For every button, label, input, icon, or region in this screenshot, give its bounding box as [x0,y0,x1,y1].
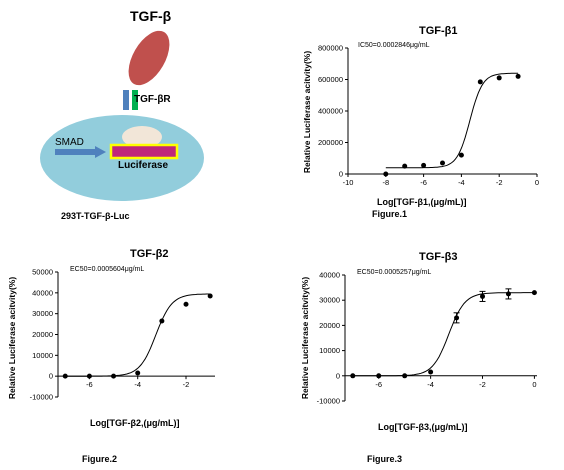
x-tick-label: -10 [343,178,354,187]
y-tick-label: 0 [339,170,343,179]
chart-title: TGF-β1 [419,25,458,37]
x-tick-label: 0 [535,178,539,187]
figure-label: Figure.2 [82,454,118,464]
y-tick-label: 20000 [319,321,340,330]
data-point [402,163,408,169]
y-tick-label: 10000 [32,351,53,360]
y-tick-label: 600000 [318,75,343,84]
data-point [159,318,165,324]
y-tick-label: 30000 [32,309,53,318]
y-tick-label: 10000 [319,346,340,355]
data-point [454,315,460,321]
y-tick-label: -10000 [317,397,340,406]
x-tick-label: -6 [420,178,427,187]
x-tick-label: -2 [183,380,190,389]
x-tick-label: -2 [496,178,503,187]
data-point [421,162,427,168]
x-tick-label: -2 [479,380,486,389]
nucleus [122,126,162,148]
receptor-label: TGF-βR [134,94,171,105]
data-point [480,293,486,299]
x-tick-label: 0 [532,380,536,389]
ligand [128,30,170,86]
y-tick-label: 40000 [319,271,340,280]
data-point [531,290,537,296]
data-point [350,373,356,379]
luciferase-label: Luciferase [118,160,169,171]
y-tick-label: 200000 [318,138,343,147]
data-point [207,293,213,299]
data-point [458,152,464,158]
data-point [86,373,92,379]
x-axis-label: Log[TGF-β3,(μg/mL)] [378,422,468,432]
data-point [111,373,117,379]
x-axis-label: Log[TGF-β1,(μg/mL)] [377,197,467,207]
data-point [62,373,68,379]
x-tick-label: -4 [458,178,465,187]
x-tick-label: -4 [134,380,141,389]
y-tick-label: 40000 [32,288,53,297]
data-point [383,171,389,177]
y-tick-label: 800000 [318,44,343,53]
y-tick-label: 50000 [32,268,53,277]
y-tick-label: 30000 [319,296,340,305]
x-tick-label: -6 [375,380,382,389]
luciferase-box [109,143,179,160]
chart-annotation: EC50=0.0005604μg/mL [70,266,145,273]
figure-label: Figure.1 [372,209,408,219]
fit-curve [352,292,535,377]
receptor-a [123,90,129,110]
data-point [183,301,189,307]
chart-title: TGF-β2 [130,248,169,260]
data-point [477,79,483,85]
y-tick-label: -10000 [30,393,53,402]
y-tick-label: 0 [49,372,53,381]
smad-arrow-head [95,146,106,158]
receptor-b [132,90,138,110]
fit-curve [385,72,519,169]
data-point [496,75,502,81]
schematic-title: TGF-β [130,8,172,24]
x-tick-label: -6 [86,380,93,389]
y-tick-label: 20000 [32,330,53,339]
data-point [440,160,445,166]
cell-line-label: 293T-TGF-β-Luc [61,211,130,221]
data-point [515,73,521,79]
smad-label: SMAD [55,137,84,148]
data-point [376,373,382,379]
chart-title: TGF-β3 [419,251,458,263]
chart-annotation: EC50=0.0005257μg/mL [357,269,432,276]
data-point [402,373,408,379]
x-axis-label: Log[TGF-β2,(μg/mL)] [90,418,180,428]
data-point [505,291,511,297]
chart-annotation: IC50=0.0002846μg/mL [358,42,430,49]
data-point [135,370,141,376]
x-tick-label: -8 [382,178,389,187]
y-tick-label: 0 [336,371,340,380]
x-tick-label: -4 [427,380,434,389]
data-point [428,369,434,375]
figure-label: Figure.3 [367,454,403,464]
y-tick-label: 400000 [318,107,343,116]
